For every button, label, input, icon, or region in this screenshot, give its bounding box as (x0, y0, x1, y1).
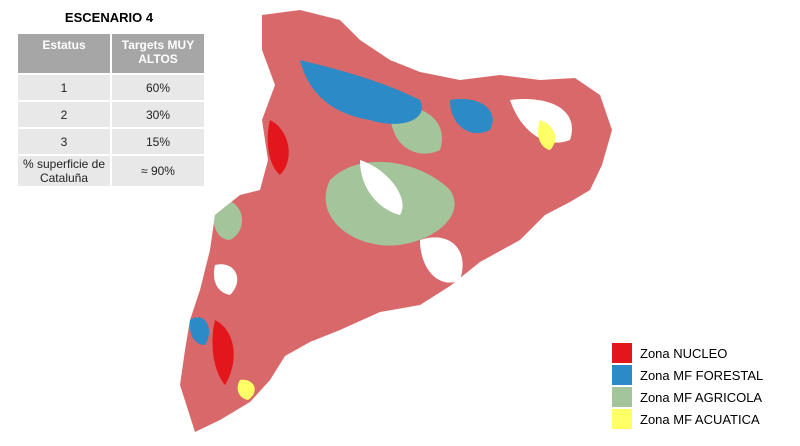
legend-label: Zona MF FORESTAL (640, 367, 764, 383)
legend-label: Zona MF AGRICOLA (640, 389, 763, 405)
legend-item: Zona MF AGRICOLA (612, 386, 763, 408)
table-row: 3 15% (18, 129, 204, 154)
table-cell: 30% (112, 102, 204, 127)
column-header: Targets MUY ALTOS (112, 34, 204, 73)
legend-item: Zona MF ACUATICA (612, 408, 763, 430)
table-cell: 3 (18, 129, 110, 154)
table-cell: 60% (112, 75, 204, 100)
table-cell: 1 (18, 75, 110, 100)
title: ESCENARIO 4 (64, 10, 154, 25)
legend-swatch (612, 343, 632, 363)
legend-item: Zona MF FORESTAL (612, 364, 763, 386)
table-cell: % superficie de Cataluña (18, 156, 110, 186)
status-table: Estatus Targets MUY ALTOS 1 60% 2 30% 3 15%% su… (16, 32, 206, 188)
table-row: % superficie de Cataluña ≈ 90% (18, 156, 204, 186)
column-header: Estatus (18, 34, 110, 73)
table-cell: 15% (112, 129, 204, 154)
legend-swatch (612, 409, 632, 429)
legend: Zona NUCLEO Zona MF FORESTAL Zona MF AGRIC… (612, 342, 763, 430)
legend-swatch (612, 387, 632, 407)
table-row: 1 60% (18, 75, 204, 100)
legend-label: Zona NUCLEO (640, 345, 728, 361)
table-cell: 2 (18, 102, 110, 127)
legend-item: Zona NUCLEO (612, 342, 763, 364)
catalonia-map (180, 10, 612, 432)
table-row: 2 30% (18, 102, 204, 127)
legend-label: Zona MF ACUATICA (640, 411, 760, 427)
legend-swatch (612, 365, 632, 385)
table-cell: ≈ 90% (112, 156, 204, 186)
